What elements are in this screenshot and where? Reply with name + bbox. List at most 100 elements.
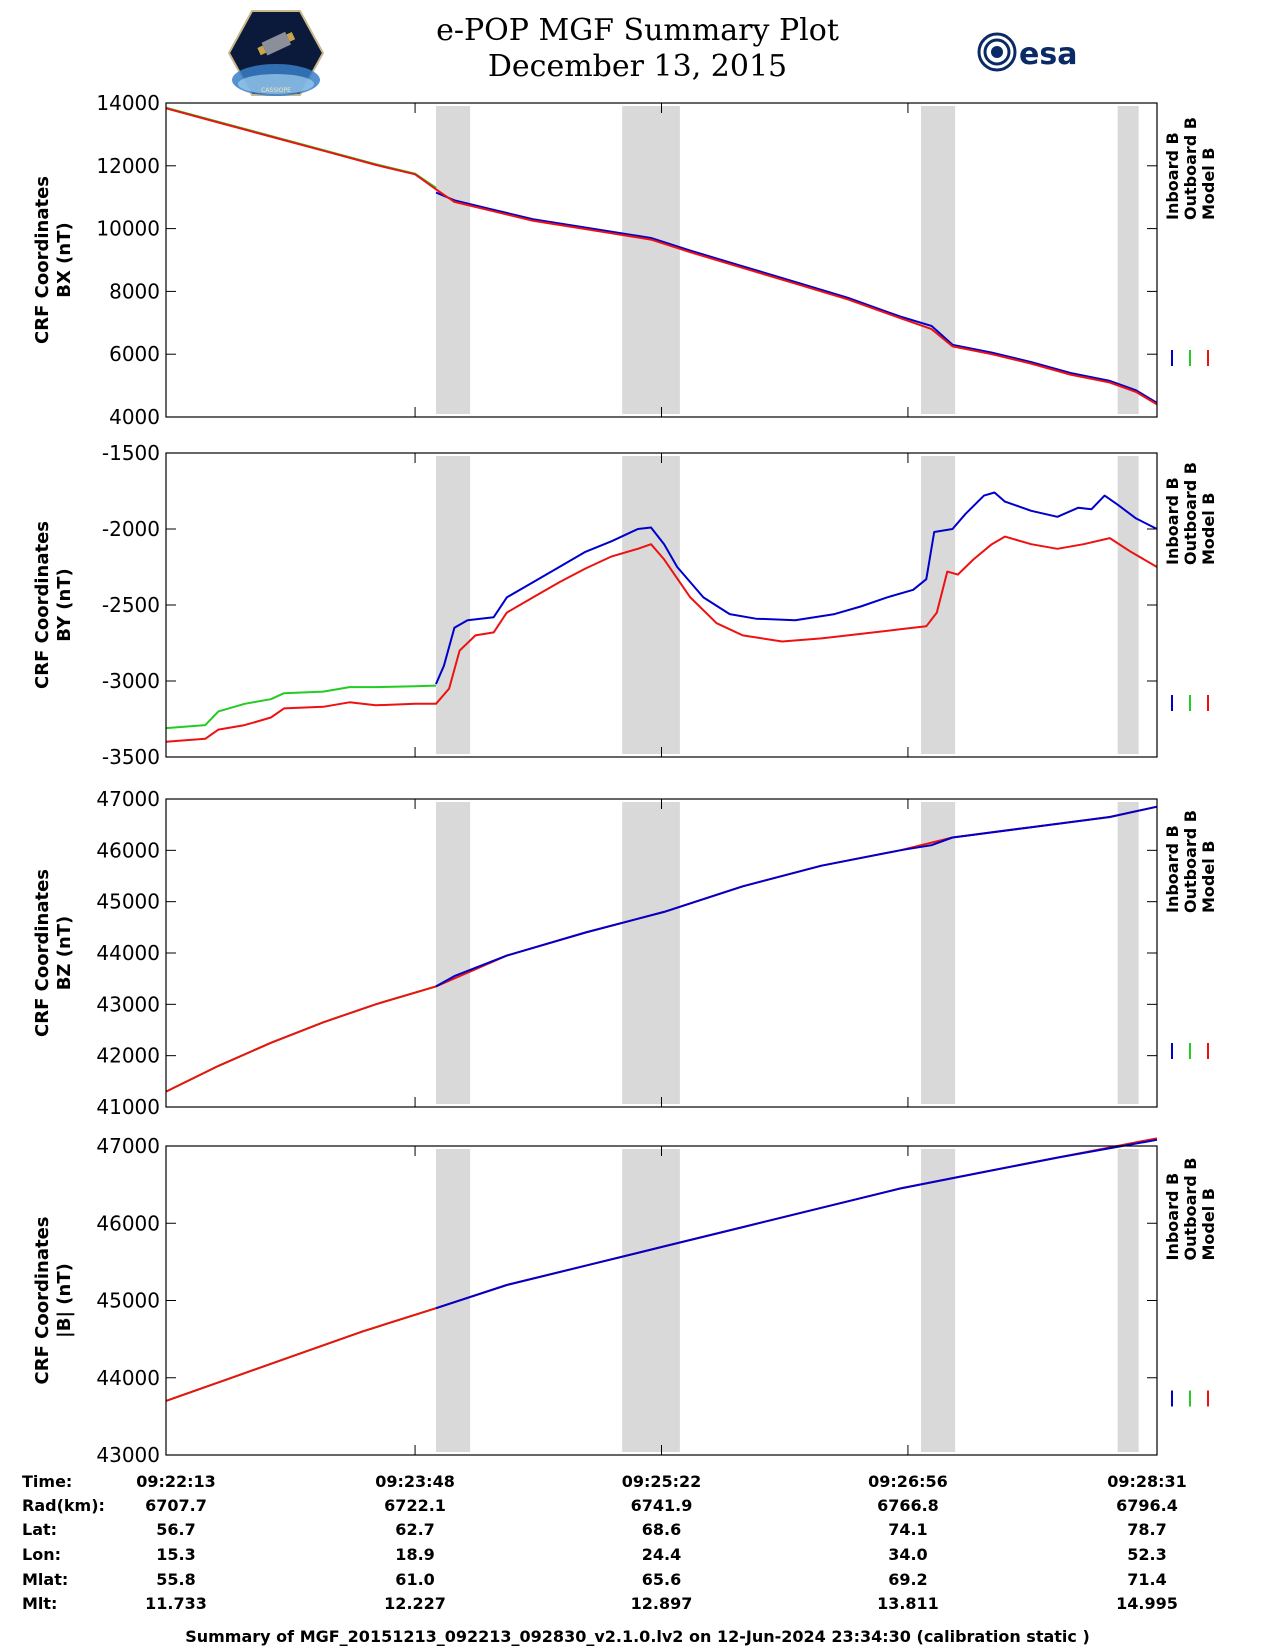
legend-label-outboard-b: Outboard B: [1181, 1158, 1200, 1261]
data-gap-band: [436, 1149, 471, 1452]
y-tick-label: 43000: [96, 1443, 160, 1467]
ephemeris-cell: 12.227: [384, 1594, 446, 1613]
panel-frame: [165, 1145, 1158, 1456]
ephemeris-cell: 09:23:48: [375, 1472, 455, 1491]
ephemeris-cell: 62.7: [395, 1520, 435, 1539]
ephemeris-cell: 6707.7: [145, 1496, 207, 1515]
y-tick-label: 45000: [96, 890, 160, 914]
legend-label-inboard-b: Inboard B: [1163, 477, 1182, 565]
data-gap-band: [622, 802, 680, 1104]
ephemeris-cell: 6741.9: [630, 1496, 693, 1515]
ephemeris-cell: 69.2: [888, 1570, 928, 1589]
panel-frame: [165, 102, 1158, 418]
ephemeris-row-label: Lat:: [22, 1520, 58, 1539]
y-tick-label: 8000: [109, 279, 160, 303]
series-line-inboard-b: [435, 191, 1158, 404]
y-tick-label: 41000: [96, 1095, 160, 1119]
ephemeris-cell: 6766.8: [877, 1496, 939, 1515]
legend-label-outboard-b: Outboard B: [1181, 462, 1200, 565]
ephemeris-cell: 6722.1: [384, 1496, 446, 1515]
ephemeris-row-label: Time:: [22, 1472, 73, 1491]
series-line-outboard-b: [165, 985, 437, 1093]
y-tick-label: 6000: [109, 342, 160, 366]
y-axis-label: CRF Coordinates: [32, 869, 53, 1037]
y-tick-label: 47000: [96, 1134, 160, 1158]
y-axis-unit-label: BZ (nT): [54, 916, 75, 991]
ephemeris-cell: 56.7: [156, 1520, 196, 1539]
panel-1: 4000 6000 8000 10000 12000 14000 CRF Coordinat…: [32, 91, 1218, 429]
footer-caption: Summary of MGF_20151213_092213_092830_v2…: [185, 1627, 1090, 1646]
y-tick-label: 10000: [96, 217, 160, 241]
ephemeris-row-label: Mlt:: [22, 1594, 58, 1613]
data-gap-band: [622, 1149, 680, 1452]
legend-label-inboard-b: Inboard B: [1163, 132, 1182, 220]
ephemeris-cell: 09:28:31: [1107, 1472, 1187, 1491]
y-tick-label: 4000: [109, 405, 160, 429]
y-tick-label: 43000: [96, 992, 160, 1016]
ephemeris-row-label: Mlat:: [22, 1570, 69, 1589]
y-axis-label: CRF Coordinates: [32, 521, 53, 689]
data-gap-band: [622, 106, 680, 414]
ephemeris-cell: 15.3: [156, 1545, 196, 1564]
data-gap-band: [921, 1149, 956, 1452]
data-gap-band: [921, 106, 956, 414]
ephemeris-cell: 18.9: [395, 1545, 435, 1564]
legend-label-model-b: Model B: [1199, 841, 1218, 913]
y-tick-label: -2000: [102, 517, 160, 541]
y-axis-label: CRF Coordinates: [32, 176, 53, 344]
ephemeris-cell: 09:22:13: [136, 1472, 216, 1491]
series-line-inboard-b: [435, 491, 1158, 685]
ephemeris-cell: 09:25:22: [621, 1472, 702, 1491]
y-axis-label: CRF Coordinates: [32, 1217, 53, 1385]
esa-logo-text: esa: [1019, 37, 1077, 72]
data-gap-band: [622, 456, 680, 754]
y-tick-label: 46000: [96, 1211, 160, 1235]
legend-label-outboard-b: Outboard B: [1181, 810, 1200, 913]
y-tick-label: 42000: [96, 1044, 160, 1068]
ephemeris-cell: 11.733: [145, 1594, 207, 1613]
ephemeris-cell: 74.1: [888, 1520, 928, 1539]
y-tick-label: -1500: [102, 441, 160, 465]
legend-label-model-b: Model B: [1199, 148, 1218, 220]
data-gap-band: [1117, 802, 1139, 1104]
ephemeris-cell: 12.897: [630, 1594, 693, 1613]
series-line-model-b: [165, 107, 1158, 406]
y-tick-label: -2500: [102, 593, 160, 617]
legend-label-model-b: Model B: [1199, 493, 1218, 565]
data-gap-band: [1117, 1149, 1139, 1452]
y-tick-label: 47000: [96, 787, 160, 811]
series-line-model-b: [165, 535, 1158, 743]
ephemeris-row-label: Rad(km):: [22, 1496, 105, 1515]
cassiope-logo: CASSIOPE: [228, 10, 324, 96]
ephemeris-cell: 55.8: [156, 1570, 196, 1589]
ephemeris-cell: 68.6: [641, 1520, 682, 1539]
plot-title: e-POP MGF Summary Plot: [436, 13, 839, 48]
ephemeris-cell: 61.0: [395, 1570, 435, 1589]
legend-label-inboard-b: Inboard B: [1163, 1173, 1182, 1261]
ephemeris-cell: 13.811: [877, 1594, 939, 1613]
y-tick-label: 44000: [96, 1366, 160, 1390]
y-tick-label: 14000: [96, 91, 160, 115]
ephemeris-cell: 24.4: [641, 1545, 682, 1564]
panel-2: -3500 -3000 -2500 -2000 -1500 CRF Coordinates…: [32, 441, 1218, 769]
data-gap-band: [436, 802, 471, 1104]
data-gap-band: [1117, 106, 1139, 414]
data-gap-band: [436, 106, 471, 414]
ephemeris-cell: 71.4: [1127, 1570, 1167, 1589]
panel-3: 41000 42000 43000 44000 45000 46000 47000 CRF C…: [32, 787, 1218, 1119]
data-gap-band: [436, 456, 471, 754]
panel-4: 43000 44000 45000 46000 47000 CRF Coordinates…: [32, 1134, 1218, 1467]
ephemeris-row-label: Lon:: [22, 1545, 61, 1564]
y-tick-label: 45000: [96, 1289, 160, 1313]
y-tick-label: 44000: [96, 941, 160, 965]
panel-frame: [165, 452, 1158, 758]
y-tick-label: 12000: [96, 154, 160, 178]
y-tick-label: 46000: [96, 838, 160, 862]
ephemeris-cell: 65.6: [641, 1570, 682, 1589]
panel-frame: [165, 798, 1158, 1108]
series-line-inboard-b: [435, 805, 1158, 988]
y-axis-unit-label: BX (nT): [54, 222, 75, 297]
legend-label-inboard-b: Inboard B: [1163, 825, 1182, 913]
ephemeris-cell: 6796.4: [1116, 1496, 1178, 1515]
